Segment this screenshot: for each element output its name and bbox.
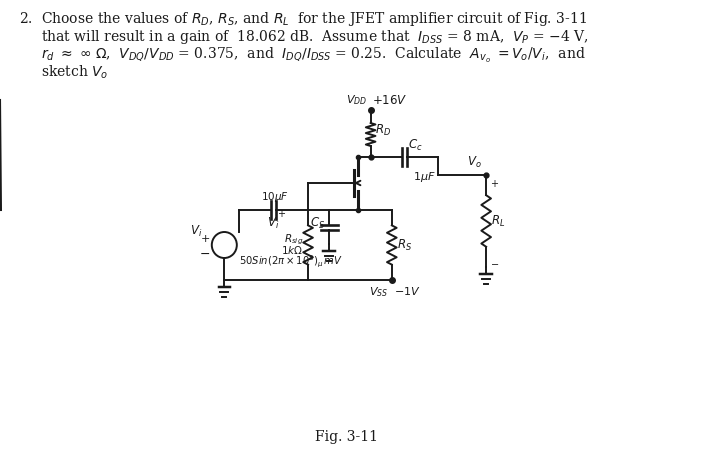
Text: $-$: $-$ <box>199 246 210 260</box>
Text: $R_L$: $R_L$ <box>491 213 505 228</box>
Text: $R_D$: $R_D$ <box>375 123 392 138</box>
Text: $10\mu F$: $10\mu F$ <box>261 190 289 204</box>
Text: Fig. 3-11: Fig. 3-11 <box>315 430 378 444</box>
Text: $+$: $+$ <box>490 178 499 189</box>
Text: $r_d$ $\approx$ $\infty$ $\Omega$,  $V_{DQ}/V_{DD}$ = 0.375,  and  $I_{DQ}/I_{DS: $r_d$ $\approx$ $\infty$ $\Omega$, $V_{D… <box>19 46 586 65</box>
Text: that will result in a gain of  18.062 dB.  Assume that  $I_{DSS}$ = 8 mA,  $V_P$: that will result in a gain of 18.062 dB.… <box>19 28 589 46</box>
Text: $V_o$: $V_o$ <box>467 155 482 170</box>
Text: $+16V$: $+16V$ <box>372 94 407 107</box>
Text: $C_S$: $C_S$ <box>310 215 325 230</box>
Text: sketch $V_o$: sketch $V_o$ <box>19 64 109 81</box>
Text: $C_c$: $C_c$ <box>408 138 423 153</box>
Text: $V_i$: $V_i$ <box>190 223 202 238</box>
Text: $V_{DD}$: $V_{DD}$ <box>346 93 366 107</box>
Text: $R_S$: $R_S$ <box>397 237 412 253</box>
Text: $+$: $+$ <box>277 208 287 219</box>
Text: $+$: $+$ <box>199 234 210 244</box>
Text: $1\mu F$: $1\mu F$ <box>413 170 436 184</box>
Text: $1k\Omega$: $1k\Omega$ <box>282 244 303 256</box>
Text: 2.  Choose the values of $R_D$, $R_S$, and $R_L$  for the JFET amplifier circuit: 2. Choose the values of $R_D$, $R_S$, an… <box>19 10 588 28</box>
Text: $-1V$: $-1V$ <box>394 285 420 297</box>
Text: $V_{SS}$: $V_{SS}$ <box>369 285 388 299</box>
Text: $V_i$: $V_i$ <box>267 216 279 231</box>
Text: $-$: $-$ <box>490 259 499 268</box>
Text: $R_{sig}$: $R_{sig}$ <box>284 233 303 247</box>
Text: $50Sin(2\pi \times 10^3)_\mu\,mV$: $50Sin(2\pi \times 10^3)_\mu\,mV$ <box>239 254 343 270</box>
